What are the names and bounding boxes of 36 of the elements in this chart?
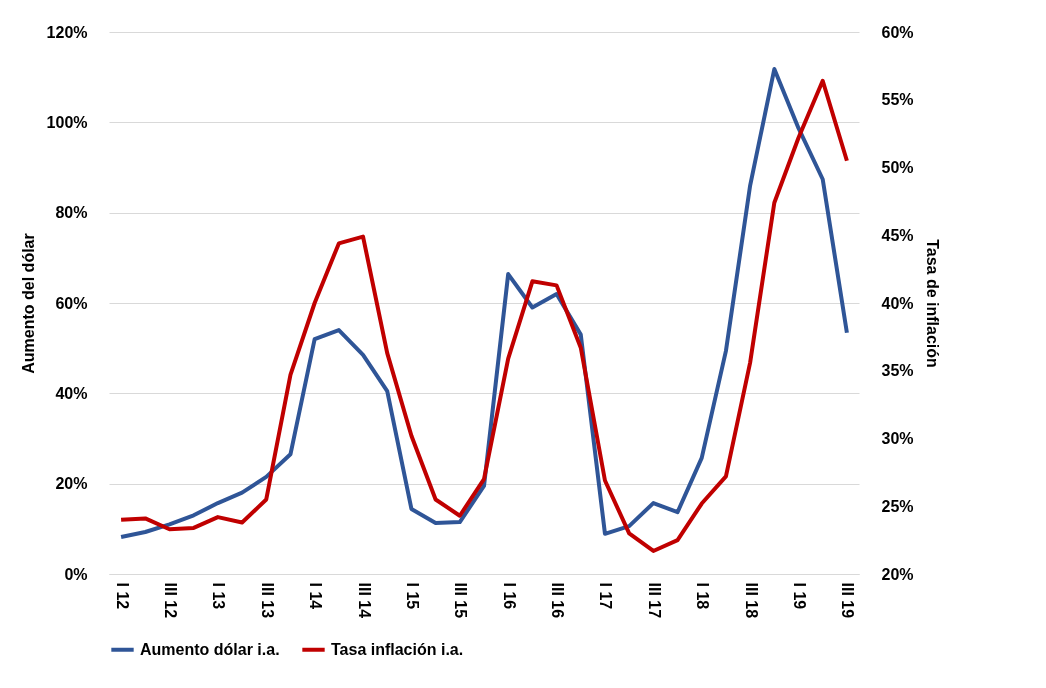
x-tick-label: I 12: [113, 582, 131, 610]
x-tick-label: I 16: [500, 582, 518, 610]
x-tick-label: I 18: [694, 582, 712, 610]
x-tick-label: III 12: [161, 582, 179, 619]
x-tick-label: III 14: [355, 582, 373, 619]
y2-tick-label: 35%: [881, 362, 914, 380]
x-tick-label: I 17: [597, 582, 615, 610]
x-tick-label: I 15: [403, 582, 421, 610]
x-tick-label: I 14: [307, 582, 325, 610]
x-tick-label: III 16: [549, 582, 567, 619]
y2-tick-label: 50%: [881, 159, 914, 176]
x-tick-label: I 19: [791, 582, 809, 610]
x-tick-label: I 13: [210, 582, 228, 610]
y-tick-label: 80%: [55, 204, 88, 222]
legend-label: Aumento dólar i.a.: [140, 640, 280, 658]
y2-tick-label: 60%: [881, 23, 914, 41]
x-tick-label: III 17: [645, 582, 663, 619]
y-tick-label: 20%: [55, 475, 88, 493]
y2-axis-title: Tasa de inflación: [923, 239, 941, 368]
y2-tick-label: 25%: [881, 497, 914, 515]
y2-tick-label: 20%: [881, 565, 914, 583]
x-tick-label: III 18: [742, 582, 760, 619]
y-tick-label: 40%: [55, 384, 88, 402]
y-axis-title: Aumento del dólar: [19, 233, 37, 374]
legend-label: Tasa inflación i.a.: [331, 640, 464, 658]
x-tick-label: III 19: [839, 582, 857, 619]
y2-tick-label: 55%: [881, 91, 914, 109]
y-tick-label: 60%: [55, 294, 88, 312]
y-tick-label: 100%: [46, 113, 88, 131]
x-tick-label: III 13: [258, 582, 276, 619]
y2-tick-label: 30%: [881, 430, 914, 447]
x-tick-label: III 15: [452, 582, 470, 619]
y-tick-label: 0%: [64, 565, 88, 583]
y2-tick-label: 45%: [881, 226, 914, 244]
y2-tick-label: 40%: [881, 294, 914, 312]
y-tick-label: 120%: [46, 23, 88, 41]
